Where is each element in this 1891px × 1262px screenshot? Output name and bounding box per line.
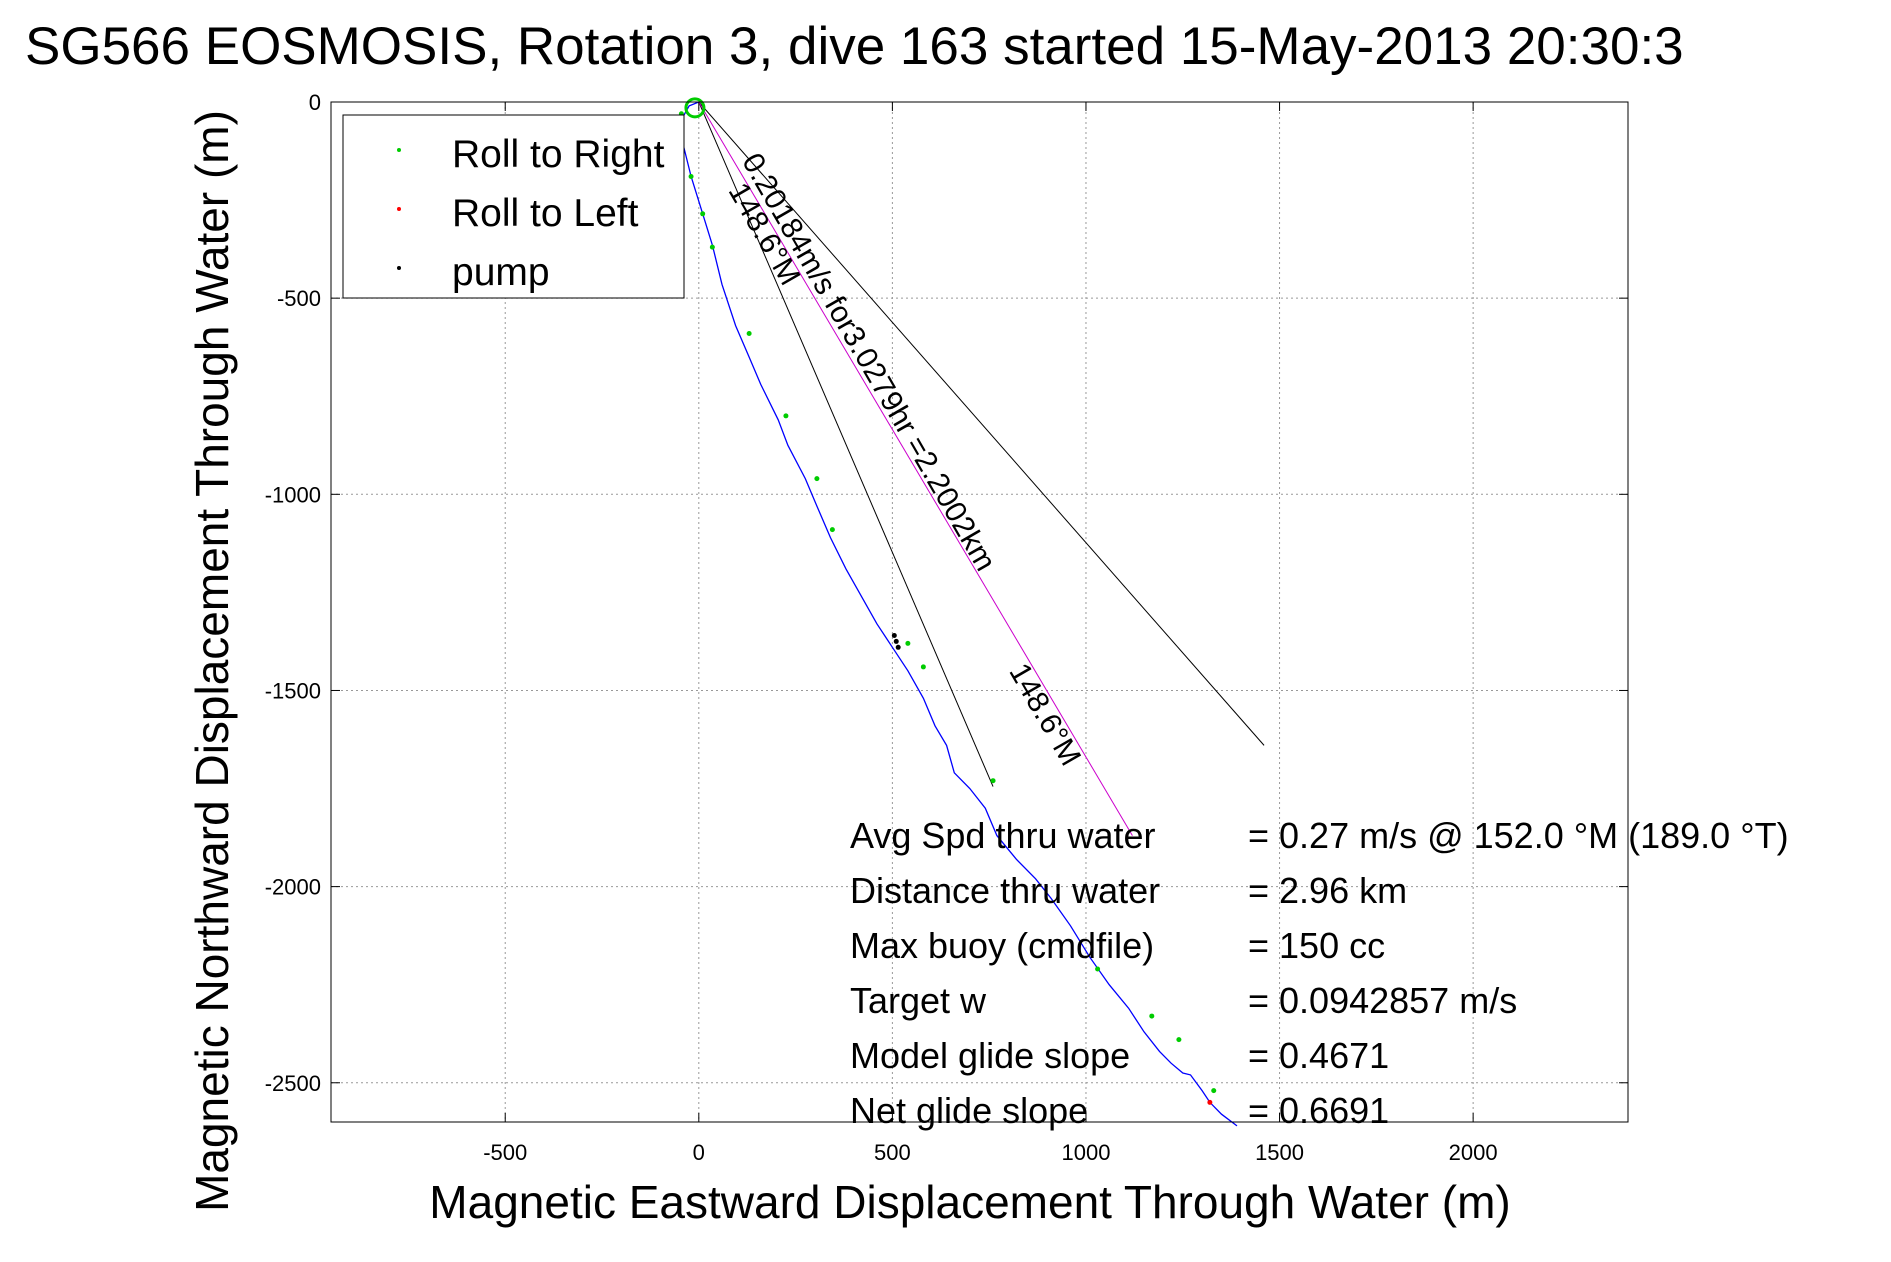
roll-right-point	[920, 664, 926, 670]
legend-marker-pump	[397, 266, 401, 270]
stat-label: Model glide slope	[850, 1035, 1130, 1076]
stat-value: = 0.0942857 m/s	[1248, 980, 1517, 1021]
pump-point	[893, 638, 899, 644]
x-axis-label: Magnetic Eastward Displacement Through W…	[429, 1176, 1510, 1228]
roll-right-point	[905, 640, 911, 646]
stat-label: Net glide slope	[850, 1090, 1088, 1131]
stat-value: = 0.4671	[1248, 1035, 1389, 1076]
stat-label: Distance thru water	[850, 870, 1160, 911]
heading-line-a	[698, 101, 994, 787]
x-tick-label: 1000	[1061, 1140, 1110, 1165]
roll-right-point	[688, 174, 694, 180]
stat-label: Max buoy (cmdfile)	[850, 925, 1154, 966]
heading-lines	[698, 101, 1265, 836]
y-tick-label: -1000	[265, 482, 321, 507]
stat-label: Target w	[850, 980, 987, 1021]
legend: Roll to Right Roll to Left pump	[342, 114, 685, 299]
roll-right-point	[829, 527, 835, 533]
roll-right-point	[990, 778, 996, 784]
roll-right-point	[709, 244, 715, 250]
y-tick-label: 0	[309, 90, 321, 115]
pump-point	[891, 633, 897, 639]
roll-left-point	[1207, 1099, 1213, 1105]
y-tick-label: -1500	[265, 678, 321, 703]
stat-value: = 0.6691	[1248, 1090, 1389, 1131]
y-axis-label: Magnetic Northward Displacement Through …	[186, 110, 238, 1212]
roll-right-point	[1095, 966, 1101, 972]
stat-value: = 0.27 m/s @ 152.0 °M (189.0 °T)	[1248, 815, 1789, 856]
markers-group	[678, 111, 1217, 1105]
y-tick-label: -2000	[265, 875, 321, 900]
roll-right-point	[746, 330, 752, 336]
annotation-label: 0.20184m/s for3.0279hr =2.2002km	[735, 148, 1002, 577]
annotation-label: 148.6°M	[1002, 658, 1087, 772]
dive-track-line	[680, 101, 1238, 1127]
legend-label-pump: pump	[452, 251, 550, 294]
plot-area-frame	[330, 101, 1629, 1123]
legend-marker-roll-right	[397, 148, 401, 152]
pump-point	[895, 644, 901, 650]
legend-label-roll-left: Roll to Left	[452, 192, 639, 235]
roll-right-point	[700, 211, 706, 217]
x-tick-label: 500	[874, 1140, 911, 1165]
roll-right-point	[814, 476, 820, 482]
y-tick-label: -2500	[265, 1071, 321, 1096]
y-tick-labels: 0 -500 -1000 -1500 -2000 -2500	[265, 90, 1628, 1096]
heading-line-b	[698, 101, 1265, 746]
chart-title: SG566 EOSMOSIS, Rotation 3, dive 163 sta…	[25, 17, 1684, 76]
stats-block: Avg Spd thru water = 0.27 m/s @ 152.0 °M …	[850, 815, 1789, 1131]
y-tick-label: -500	[277, 286, 321, 311]
roll-right-point	[1176, 1037, 1182, 1043]
x-tick-label: 0	[693, 1140, 705, 1165]
x-tick-label: -500	[483, 1140, 527, 1165]
roll-right-point	[1211, 1088, 1217, 1094]
x-tick-label: 1500	[1255, 1140, 1304, 1165]
legend-label-roll-right: Roll to Right	[452, 133, 665, 176]
roll-right-point	[1149, 1013, 1155, 1019]
roll-right-point	[783, 413, 789, 419]
stat-value: = 150 cc	[1248, 925, 1385, 966]
x-tick-label: 2000	[1449, 1140, 1498, 1165]
stat-label: Avg Spd thru water	[850, 815, 1156, 856]
current-line	[698, 101, 1133, 836]
surface-loop-marker	[684, 97, 706, 119]
legend-marker-roll-left	[397, 207, 401, 211]
annotations-group: 0.20184m/s for3.0279hr =2.2002km148.6°M1…	[722, 148, 1087, 772]
stat-value: = 2.96 km	[1248, 870, 1407, 911]
x-tick-labels: -500 0 500 1000 1500 2000	[483, 102, 1498, 1165]
track-group	[680, 97, 1238, 1127]
